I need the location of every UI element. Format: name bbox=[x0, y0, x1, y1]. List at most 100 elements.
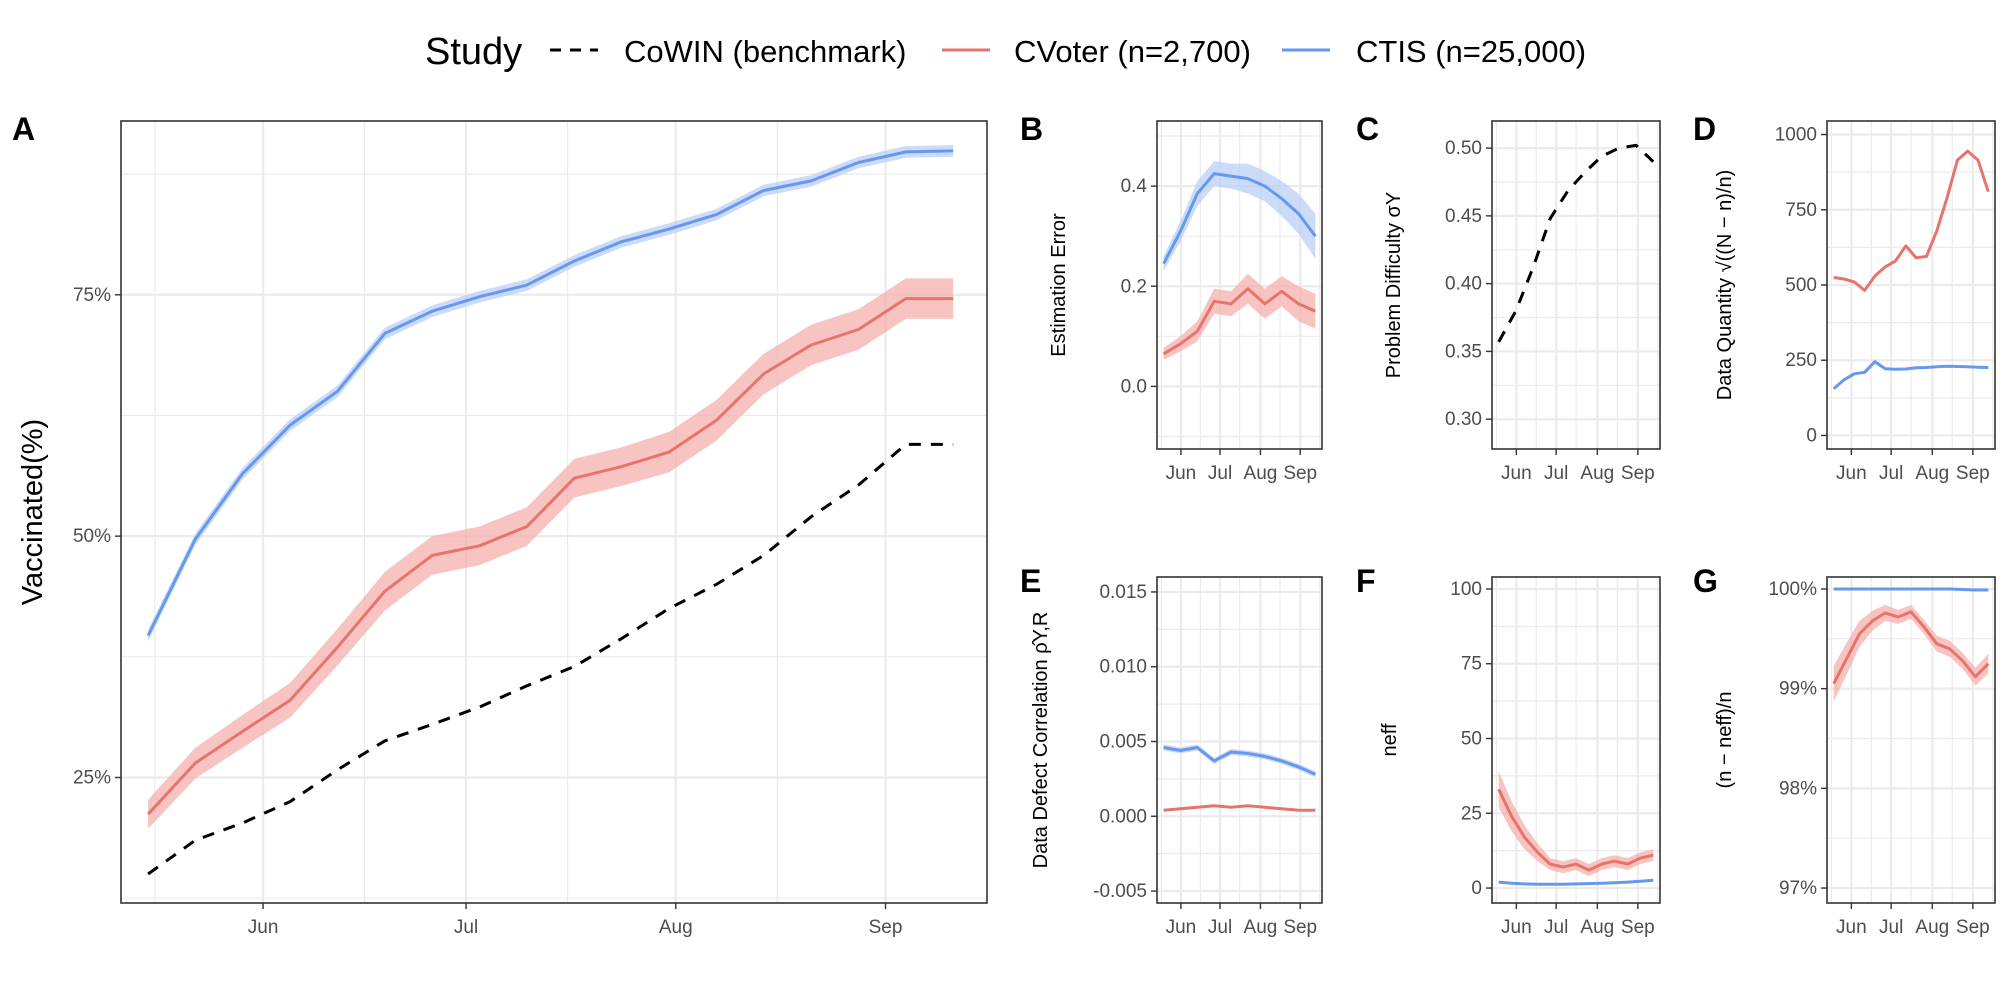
panel-letter-d: D bbox=[1693, 111, 1716, 147]
series-band-ctis bbox=[148, 145, 954, 642]
panel-frame bbox=[1156, 576, 1323, 904]
x-tick-label: Aug bbox=[1580, 463, 1614, 484]
y-tick-label: 0 bbox=[1806, 425, 1817, 446]
series-line-ctis bbox=[1498, 878, 1654, 886]
x-tick-label: Jul bbox=[1544, 463, 1568, 484]
y-tick-label: 0.015 bbox=[1099, 582, 1147, 603]
x-tick-label: Sep bbox=[1621, 917, 1655, 938]
y-tick-label: 250 bbox=[1785, 350, 1817, 371]
y-tick-label: 0 bbox=[1471, 878, 1482, 899]
y-tick-label: 25 bbox=[1461, 803, 1482, 824]
panel-frame bbox=[1156, 120, 1323, 450]
y-axis-label: Data Quantity √((N − n)/n) bbox=[1714, 170, 1736, 401]
y-tick-label: 0.30 bbox=[1445, 409, 1482, 430]
series-line-cvoter bbox=[146, 297, 954, 816]
legend-title: Study bbox=[425, 31, 522, 73]
x-tick-label: Sep bbox=[1956, 463, 1990, 484]
series-line-ctis bbox=[1163, 746, 1317, 776]
y-axis-label: neff bbox=[1379, 723, 1401, 756]
grid bbox=[1827, 577, 1995, 903]
x-tick-label: Jun bbox=[1836, 917, 1867, 938]
y-tick-label: 99% bbox=[1779, 679, 1817, 700]
panel-a: 25% 50% 75% Jun Jul Aug Sep Vaccinated(%) bbox=[17, 120, 988, 938]
y-tick-label: 0.45 bbox=[1445, 206, 1482, 227]
x-tick-label: Jun bbox=[248, 917, 279, 938]
x-tick-label: Aug bbox=[1580, 917, 1614, 938]
x-tick-label: Jul bbox=[1544, 917, 1568, 938]
y-tick-label: 75% bbox=[73, 285, 111, 306]
grid bbox=[1492, 121, 1660, 449]
y-tick-label: 97% bbox=[1779, 878, 1817, 899]
grid bbox=[1827, 121, 1995, 449]
x-tick-label: Sep bbox=[1283, 463, 1317, 484]
y-tick-label: 50 bbox=[1461, 729, 1482, 750]
y-tick-label: 0.4 bbox=[1121, 176, 1148, 197]
panel-letter-f: F bbox=[1356, 563, 1376, 599]
series-line-cvoter bbox=[1833, 149, 1990, 292]
x-tick-label: Sep bbox=[1956, 917, 1990, 938]
x-tick-label: Jun bbox=[1166, 463, 1197, 484]
x-tick-label: Aug bbox=[659, 917, 693, 938]
x-tick-label: Jul bbox=[1208, 917, 1232, 938]
panel-c: 0.30 0.35 0.40 0.45 0.50 Jun Jul Aug Sep Problem … bbox=[1383, 120, 1661, 484]
x-tick-label: Jun bbox=[1501, 463, 1532, 484]
legend: Study CoWIN (benchmark) CVoter (n=2,700)… bbox=[425, 31, 1586, 73]
panel-g: 97% 98% 99% 100% Jun Jul Aug Sep (n − neff)/n bbox=[1714, 576, 1996, 938]
y-tick-label: 0.2 bbox=[1121, 276, 1147, 297]
panel-f: 0 25 50 75 100 Jun Jul Aug Sep neff bbox=[1379, 576, 1661, 938]
panel-frame bbox=[1491, 576, 1661, 904]
series-line-ctis bbox=[1832, 360, 1989, 390]
x-tick-label: Aug bbox=[1244, 463, 1278, 484]
series-line-cowin bbox=[147, 442, 954, 876]
series-line-ctis bbox=[1833, 587, 1989, 592]
grid bbox=[1492, 577, 1660, 903]
y-tick-label: 0.50 bbox=[1445, 138, 1482, 159]
y-tick-label: 25% bbox=[73, 767, 111, 788]
panel-b: 0.0 0.2 0.4 Jun Jul Aug Sep Estimation Error bbox=[1048, 120, 1323, 484]
series-line-cowin bbox=[1497, 143, 1655, 343]
series-band-cvoter bbox=[1833, 604, 1989, 702]
series-band-cvoter bbox=[148, 278, 954, 829]
x-tick-label: Aug bbox=[1915, 917, 1949, 938]
y-tick-label: -0.005 bbox=[1093, 881, 1147, 902]
panel-letter-c: C bbox=[1356, 111, 1379, 147]
y-axis-label: Estimation Error bbox=[1048, 213, 1070, 357]
y-tick-label: 0.35 bbox=[1445, 341, 1482, 362]
panel-letter-a: A bbox=[12, 111, 35, 147]
y-axis-label: Vaccinated(%) bbox=[17, 419, 49, 605]
x-tick-label: Jul bbox=[1879, 917, 1903, 938]
y-tick-label: 0.005 bbox=[1099, 731, 1147, 752]
x-tick-label: Jul bbox=[1879, 463, 1903, 484]
y-axis-label: Data Defect Correlation ρ̂Y,R bbox=[1030, 612, 1052, 869]
y-axis-label: Problem Difficulty σY bbox=[1383, 192, 1405, 378]
y-tick-label: 0.010 bbox=[1099, 657, 1147, 678]
y-tick-label: 100% bbox=[1768, 579, 1817, 600]
x-tick-label: Jul bbox=[454, 917, 478, 938]
series-line-ctis bbox=[146, 149, 954, 637]
grid bbox=[121, 121, 987, 903]
series-line-cvoter bbox=[1832, 610, 1990, 685]
y-tick-label: 0.000 bbox=[1099, 806, 1147, 827]
panel-frame bbox=[1491, 120, 1661, 450]
series-line-ctis bbox=[1162, 172, 1317, 265]
y-tick-label: 50% bbox=[73, 526, 111, 547]
panel-letter-g: G bbox=[1693, 563, 1718, 599]
panel-letter-e: E bbox=[1020, 563, 1041, 599]
panels: 25%50%75%Jun Jul Aug SepVaccinated(%)0.00.2… bbox=[17, 120, 1996, 938]
x-tick-label: Sep bbox=[869, 917, 903, 938]
y-tick-label: 0.40 bbox=[1445, 274, 1482, 295]
y-tick-label: 75 bbox=[1461, 654, 1482, 675]
x-tick-label: Sep bbox=[1621, 463, 1655, 484]
y-tick-label: 98% bbox=[1779, 778, 1817, 799]
series-line-cvoter bbox=[1162, 287, 1317, 356]
y-tick-label: 500 bbox=[1785, 275, 1817, 296]
x-tick-label: Jun bbox=[1166, 917, 1197, 938]
x-tick-label: Aug bbox=[1244, 917, 1278, 938]
x-tick-label: Jun bbox=[1836, 463, 1867, 484]
y-axis-label: (n − neff)/n bbox=[1714, 692, 1736, 789]
x-tick-label: Jun bbox=[1501, 917, 1532, 938]
panel-letter-b: B bbox=[1020, 111, 1043, 147]
panel-frame bbox=[1826, 576, 1996, 904]
y-tick-label: 1000 bbox=[1775, 125, 1817, 146]
